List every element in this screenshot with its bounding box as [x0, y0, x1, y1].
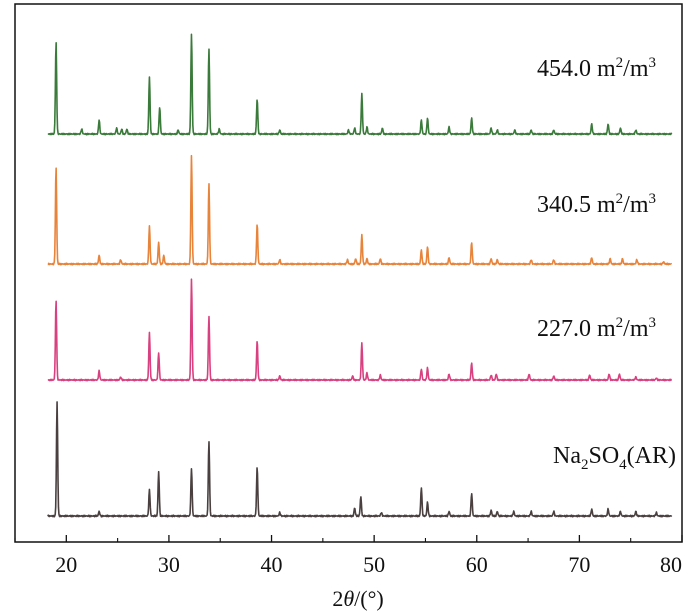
series-line-0: [47, 33, 673, 136]
x-tick-label: 50: [363, 552, 385, 577]
series-line-2: [47, 278, 673, 382]
series-label-0: 454.0 m2/m3: [537, 55, 656, 82]
x-tick-label: 20: [55, 552, 77, 577]
x-tick-label: 40: [261, 552, 283, 577]
x-tick-label: 60: [466, 552, 488, 577]
plot-frame: [14, 3, 683, 543]
series-label-3: Na2SO4(AR): [553, 443, 676, 473]
series-line-1: [47, 154, 673, 266]
series-label-2: 227.0 m2/m3: [537, 315, 656, 342]
series-labels: 454.0 m2/m3 340.5 m2/m3 227.0 m2/m3 Na2SO4(…: [537, 55, 676, 473]
x-ticks: 20 30 40 50 60 70 80: [14, 535, 683, 577]
x-tick-label: 70: [568, 552, 590, 577]
series-label-1: 340.5 m2/m3: [537, 191, 656, 218]
x-tick-label: 80: [660, 552, 682, 577]
x-axis-label: 2θ/(°): [332, 586, 383, 611]
series-line-3: [47, 401, 673, 518]
x-tick-label: 30: [158, 552, 180, 577]
traces: [47, 33, 673, 518]
